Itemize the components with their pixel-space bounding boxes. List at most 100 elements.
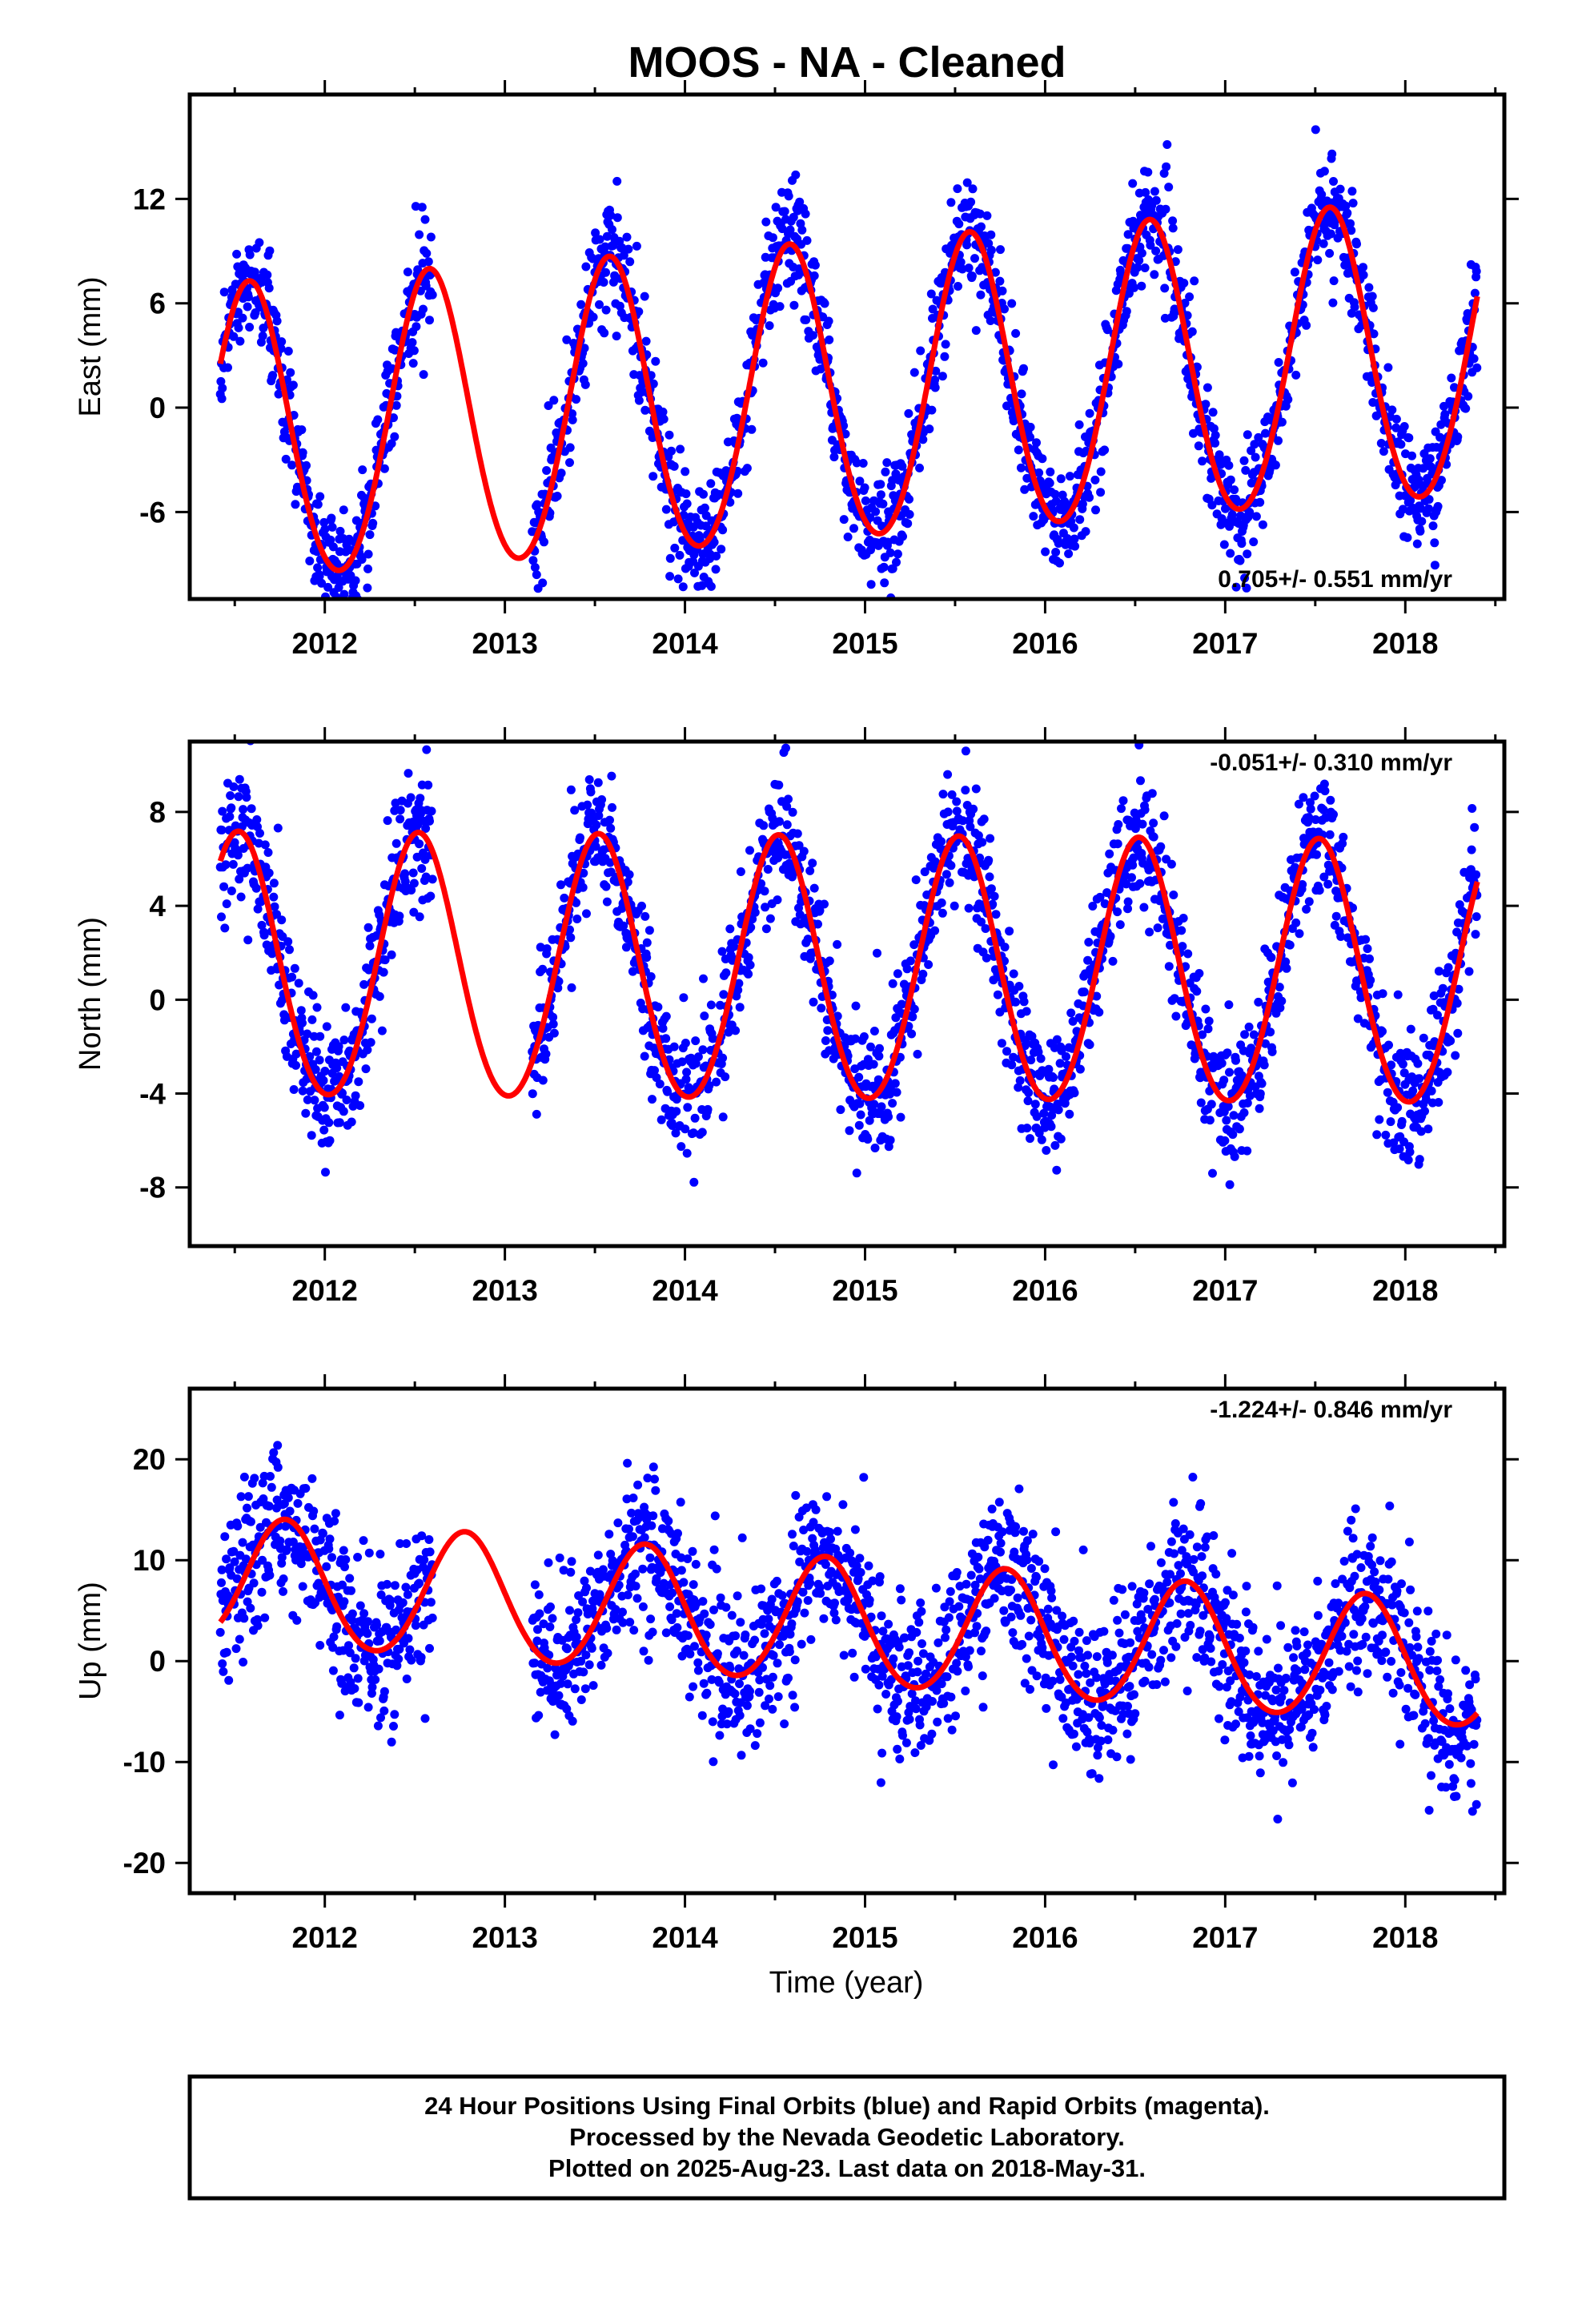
- data-point: [742, 464, 752, 473]
- data-point: [1311, 125, 1320, 135]
- data-point: [1050, 1140, 1060, 1150]
- data-point: [602, 231, 612, 241]
- north-panel: 2012 2013 2014 2015 2016 2017 2018-8-4048North…: [74, 727, 1519, 1307]
- data-point: [217, 1565, 227, 1574]
- data-point: [682, 1068, 692, 1077]
- data-point: [318, 1529, 327, 1538]
- data-point: [677, 1142, 686, 1152]
- data-point: [291, 1060, 300, 1070]
- data-point: [909, 1004, 919, 1014]
- data-point: [1102, 325, 1112, 335]
- data-point: [301, 1484, 311, 1493]
- data-point: [1022, 473, 1032, 483]
- data-point: [733, 985, 743, 995]
- data-point: [396, 814, 405, 824]
- data-point: [363, 1629, 372, 1638]
- data-point: [286, 368, 295, 377]
- data-point: [1135, 879, 1145, 888]
- data-point: [1100, 445, 1110, 455]
- data-point: [363, 1617, 372, 1626]
- data-point: [359, 1536, 368, 1546]
- data-point: [307, 1474, 317, 1483]
- data-point: [303, 1029, 312, 1039]
- data-point: [390, 1710, 400, 1719]
- data-point: [552, 492, 562, 501]
- data-point: [708, 1717, 717, 1727]
- data-point: [721, 1072, 730, 1082]
- data-point: [1226, 549, 1235, 558]
- data-point: [1359, 263, 1367, 272]
- data-point: [1298, 880, 1307, 889]
- data-point: [683, 1630, 693, 1640]
- data-point: [675, 550, 685, 560]
- data-point: [891, 1013, 901, 1023]
- rate-label: 0.705+/- 0.551 mm/yr: [1218, 566, 1452, 593]
- data-point: [771, 203, 781, 212]
- data-point: [736, 867, 745, 876]
- data-point: [1235, 556, 1245, 565]
- data-point: [789, 300, 799, 310]
- data-point: [1375, 1115, 1384, 1124]
- data-point: [777, 224, 787, 234]
- data-point: [1239, 1108, 1249, 1117]
- data-point: [1468, 804, 1477, 813]
- data-point: [328, 1666, 338, 1675]
- data-point: [986, 834, 995, 843]
- data-point: [820, 899, 829, 909]
- data-point: [383, 1579, 391, 1589]
- data-point: [1065, 1109, 1074, 1119]
- data-point: [389, 413, 398, 423]
- data-point: [1472, 870, 1481, 879]
- data-point: [744, 969, 753, 979]
- data-point: [533, 1625, 542, 1634]
- data-point: [677, 1566, 686, 1575]
- data-point: [303, 1095, 312, 1104]
- data-point: [371, 501, 380, 511]
- y-tick-label: 12: [133, 183, 166, 215]
- data-point: [332, 1063, 342, 1073]
- data-point: [243, 1492, 253, 1502]
- data-point: [650, 1474, 659, 1484]
- data-point: [273, 1441, 283, 1450]
- data-point: [1283, 395, 1293, 404]
- data-point: [892, 557, 901, 567]
- data-point: [709, 1605, 718, 1614]
- data-point: [724, 1027, 733, 1037]
- data-point: [1353, 1014, 1363, 1023]
- data-point: [1306, 798, 1315, 807]
- data-point: [1074, 420, 1084, 429]
- data-point: [1319, 779, 1329, 789]
- data-point: [307, 1131, 316, 1140]
- data-point: [1084, 938, 1094, 947]
- data-point: [851, 1001, 861, 1011]
- data-point: [1231, 1055, 1240, 1065]
- data-point: [877, 1102, 886, 1112]
- data-point: [305, 1051, 315, 1061]
- data-point: [1453, 432, 1463, 441]
- data-point: [1413, 1059, 1423, 1068]
- data-point: [709, 1545, 719, 1554]
- data-point: [243, 292, 253, 302]
- data-point: [351, 1091, 360, 1100]
- data-point: [869, 1100, 879, 1109]
- data-point: [1123, 904, 1132, 914]
- data-point: [640, 911, 650, 921]
- data-point: [1022, 1124, 1032, 1133]
- data-point: [597, 795, 607, 804]
- data-point: [532, 500, 542, 509]
- data-point: [876, 490, 885, 500]
- data-point: [1319, 805, 1328, 814]
- data-point: [871, 507, 881, 517]
- data-point: [550, 1730, 560, 1739]
- data-point: [943, 770, 953, 779]
- data-point: [549, 1028, 559, 1038]
- data-point: [619, 921, 628, 931]
- data-point: [583, 800, 592, 810]
- data-point: [1182, 311, 1192, 320]
- data-point: [396, 1539, 405, 1548]
- data-point: [1470, 822, 1480, 832]
- data-point: [1056, 474, 1066, 484]
- data-point: [1281, 957, 1291, 967]
- data-point: [644, 926, 654, 935]
- data-point: [1034, 468, 1044, 477]
